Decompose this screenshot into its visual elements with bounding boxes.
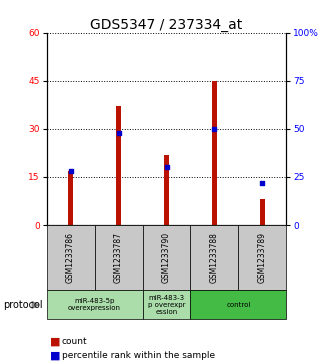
Text: GDS5347 / 237334_at: GDS5347 / 237334_at	[90, 18, 243, 32]
Text: percentile rank within the sample: percentile rank within the sample	[62, 351, 215, 360]
Text: GSM1233788: GSM1233788	[210, 232, 219, 283]
Point	[164, 164, 169, 170]
Bar	[259, 199, 265, 225]
Text: ■: ■	[50, 336, 61, 346]
Point	[68, 168, 73, 174]
Point	[260, 180, 265, 185]
Point	[116, 130, 121, 136]
Bar	[211, 81, 217, 225]
Bar	[116, 106, 122, 225]
Polygon shape	[32, 301, 40, 309]
Text: GSM1233786: GSM1233786	[66, 232, 75, 283]
Text: protocol: protocol	[3, 300, 43, 310]
Text: miR-483-3
p overexpr
ession: miR-483-3 p overexpr ession	[148, 295, 185, 315]
Text: count: count	[62, 337, 87, 346]
Bar	[164, 155, 169, 225]
Text: GSM1233787: GSM1233787	[114, 232, 123, 283]
Point	[212, 126, 217, 132]
Text: GSM1233789: GSM1233789	[258, 232, 267, 283]
Text: control: control	[226, 302, 251, 308]
Text: ■: ■	[50, 351, 61, 361]
Text: miR-483-5p
overexpression: miR-483-5p overexpression	[68, 298, 121, 311]
Bar	[68, 171, 74, 225]
Text: GSM1233790: GSM1233790	[162, 232, 171, 283]
